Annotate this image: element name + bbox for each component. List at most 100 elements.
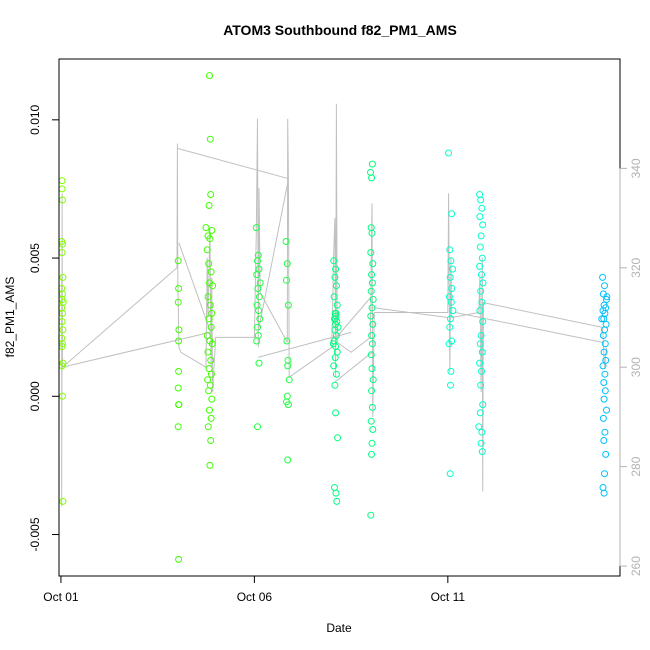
- data-point-series-3: [368, 304, 376, 312]
- chart-title: ATOM3 Southbound f82_PM1_AMS: [223, 22, 457, 38]
- data-point-series-5: [599, 484, 607, 491]
- secondary-connector-5: [336, 297, 371, 338]
- data-point-series-4: [476, 262, 484, 270]
- scatter-points-layer: [58, 72, 611, 563]
- data-point-series-3: [331, 381, 339, 389]
- data-point-series-1: [205, 387, 213, 395]
- data-point-series-3: [332, 370, 340, 378]
- data-point-series-3: [369, 376, 377, 384]
- data-point-series-4: [445, 149, 453, 157]
- data-point-series-3: [367, 312, 375, 320]
- data-point-series-4: [476, 243, 484, 251]
- data-point-series-3: [332, 265, 340, 273]
- data-point-series-4: [478, 271, 485, 279]
- data-point-series-2: [252, 224, 260, 232]
- data-point-series-4: [449, 307, 457, 315]
- y2-tick-label: 320: [629, 257, 643, 277]
- data-point-series-2: [284, 456, 292, 464]
- data-point-series-1: [206, 406, 213, 414]
- data-point-series-1: [204, 423, 212, 431]
- data-point-series-4: [476, 359, 484, 367]
- data-point-series-3: [333, 301, 341, 309]
- data-point-series-3: [331, 354, 339, 362]
- data-point-series-5: [601, 340, 609, 348]
- data-point-series-4: [475, 423, 483, 431]
- x-tick-label: Oct 01: [43, 590, 79, 604]
- y-tick-label: -0.005: [28, 517, 42, 551]
- data-point-series-4: [477, 196, 485, 204]
- data-point-series-3: [368, 174, 376, 182]
- data-point-series-2: [283, 337, 291, 345]
- data-point-series-1: [175, 337, 183, 345]
- data-point-series-3: [368, 271, 376, 279]
- data-point-series-3: [332, 282, 340, 290]
- data-point-series-3: [368, 279, 376, 287]
- data-point-series-2: [254, 423, 261, 431]
- data-point-series-3: [332, 409, 340, 417]
- data-point-series-5: [601, 428, 609, 436]
- x-tick-label: Oct 06: [237, 590, 273, 604]
- data-point-series-5: [600, 348, 608, 356]
- secondary-connector-8: [334, 351, 373, 383]
- data-point-series-4: [477, 232, 485, 240]
- data-point-series-1: [175, 401, 183, 409]
- data-point-series-5: [600, 395, 608, 403]
- y-axis-left: -0.005 0.000 0.005 0.010: [28, 104, 60, 552]
- data-point-series-5: [601, 282, 608, 290]
- data-point-series-1: [202, 224, 210, 232]
- data-point-series-1: [207, 268, 215, 276]
- data-point-series-1: [203, 332, 211, 339]
- data-point-series-5: [600, 489, 608, 497]
- data-point-series-5: [603, 406, 610, 414]
- data-point-series-1: [208, 395, 216, 403]
- data-point-series-4: [479, 279, 487, 287]
- data-point-series-4: [479, 318, 487, 326]
- data-point-series-3: [369, 260, 377, 268]
- data-point-series-3: [367, 417, 375, 425]
- data-point-series-3: [367, 351, 375, 359]
- data-point-series-4: [445, 340, 453, 348]
- data-point-series-0: [59, 359, 67, 367]
- data-point-series-1: [175, 367, 183, 375]
- data-point-series-4: [447, 257, 455, 265]
- data-point-series-4: [478, 254, 486, 262]
- data-point-series-4: [478, 428, 486, 436]
- x-axis: Oct 01 Oct 06 Oct 11: [43, 575, 465, 604]
- data-point-series-4: [477, 381, 485, 389]
- data-point-series-4: [449, 265, 456, 273]
- data-point-series-5: [603, 293, 611, 301]
- data-point-series-5: [599, 362, 607, 370]
- data-point-series-2: [255, 307, 263, 315]
- data-point-series-4: [446, 470, 454, 478]
- data-point-series-2: [254, 257, 261, 265]
- data-point-series-0: [59, 392, 66, 400]
- data-point-series-3: [329, 340, 337, 348]
- data-point-series-1: [207, 323, 215, 331]
- plot-frame: [58, 58, 621, 577]
- data-point-series-1: [207, 437, 215, 444]
- y2-tick-label: 340: [629, 158, 643, 178]
- data-point-series-2: [282, 238, 290, 245]
- data-point-series-1: [206, 235, 214, 243]
- data-point-series-5: [601, 470, 608, 478]
- data-point-series-1: [203, 246, 211, 254]
- data-point-series-2: [253, 271, 261, 279]
- data-point-series-3: [367, 249, 375, 256]
- data-point-series-2: [254, 323, 261, 331]
- data-point-series-3: [368, 439, 376, 447]
- data-point-series-0: [58, 177, 66, 185]
- data-point-series-5: [599, 414, 607, 422]
- x-axis-label: Date: [326, 621, 352, 635]
- data-point-series-0: [59, 273, 67, 281]
- data-point-series-2: [254, 285, 262, 292]
- data-point-series-2: [283, 260, 291, 268]
- data-point-series-3: [330, 257, 338, 265]
- data-point-series-1: [204, 293, 212, 301]
- data-point-series-5: [600, 437, 608, 444]
- data-point-series-1: [174, 423, 182, 431]
- secondary-connector-6: [372, 307, 448, 318]
- data-point-series-0: [59, 497, 67, 505]
- data-point-series-5: [599, 332, 607, 339]
- data-point-series-3: [334, 434, 342, 442]
